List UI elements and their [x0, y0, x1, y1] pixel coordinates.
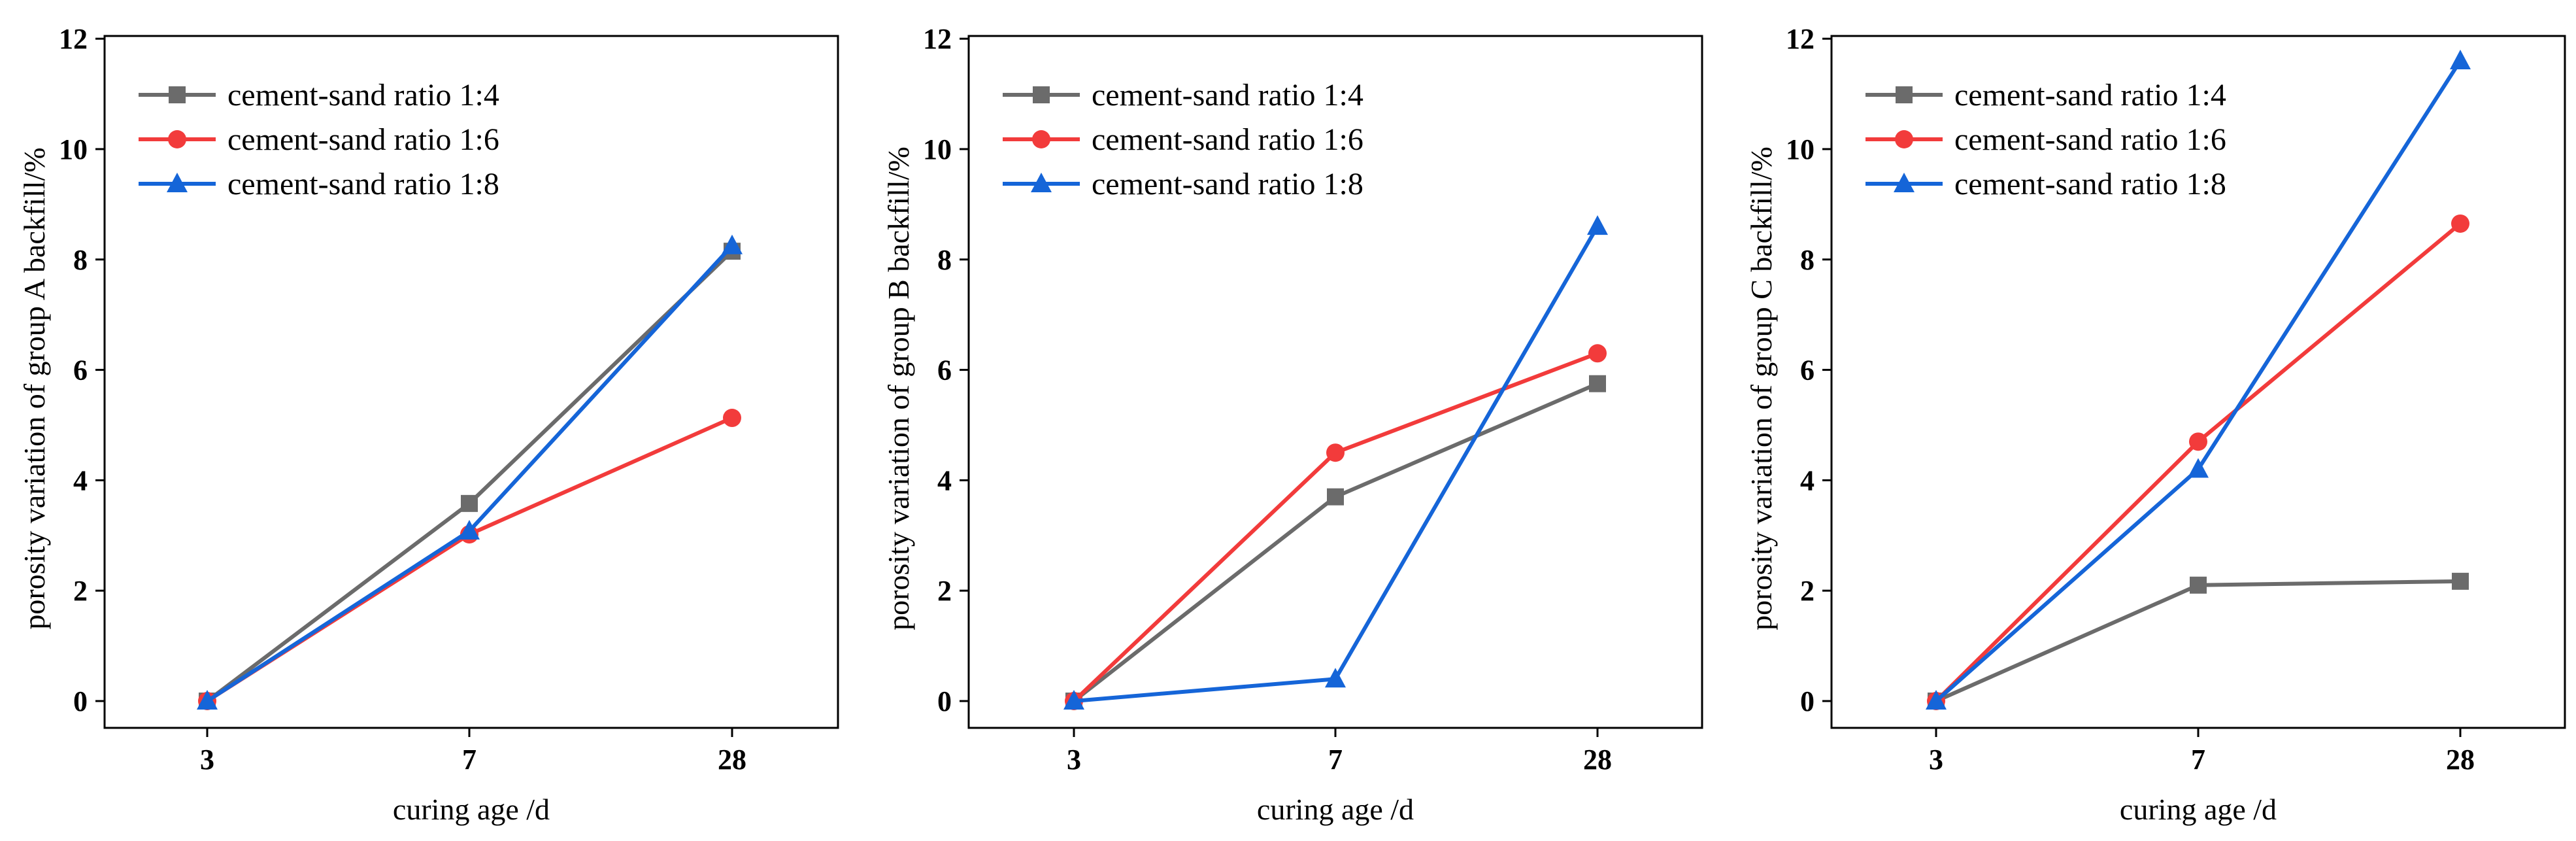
x-tick-label: 7	[1328, 744, 1343, 776]
x-tick-label: 7	[462, 744, 477, 776]
legend-label: cement-sand ratio 1:8	[1092, 167, 1363, 201]
data-point	[1589, 375, 1606, 392]
data-point	[1588, 344, 1607, 363]
y-tick-label: 0	[1800, 685, 1815, 717]
plot-frame	[103, 35, 839, 729]
legend-marker	[1896, 86, 1913, 103]
x-tick-label: 28	[718, 744, 746, 776]
x-tick-label: 3	[200, 744, 214, 776]
y-axis-title: porosity variation of group A backfill/%	[18, 147, 51, 629]
chart-panel-3: 0 2 4 6 8 10 12 3 7 28 curing age /d porosity varia…	[1745, 23, 2566, 826]
series-line-3	[1073, 225, 1599, 703]
y-tick-label: 4	[1800, 464, 1815, 496]
y-tick-label: 8	[1800, 244, 1815, 276]
y-tick-label: 8	[937, 244, 952, 276]
data-point	[1063, 690, 1084, 710]
legend-marker	[168, 130, 186, 148]
data-point	[2451, 214, 2469, 233]
legend-label: cement-sand ratio 1:6	[1092, 122, 1363, 157]
legend: cement-sand ratio 1:4 cement-sand ratio 1…	[1003, 78, 1363, 201]
data-point	[722, 234, 743, 254]
x-axis-title: curing age /d	[393, 793, 550, 826]
y-tick-label: 2	[937, 575, 952, 607]
chart-panel-2: 0 2 4 6 8 10 12 3 7 28 curing age /d porosity varia…	[882, 23, 1703, 826]
data-point	[1926, 690, 1947, 710]
legend-marker	[1894, 173, 1915, 192]
legend-label: cement-sand ratio 1:4	[227, 78, 499, 112]
x-tick-label: 28	[2446, 744, 2475, 776]
y-axis-title: porosity variation of group C backfill/%	[1745, 146, 1778, 630]
y-tick-label: 6	[73, 354, 88, 386]
data-point	[461, 494, 478, 512]
data-point	[1327, 488, 1344, 506]
x-tick-label: 7	[2191, 744, 2205, 776]
legend-label: cement-sand ratio 1:8	[1954, 167, 2226, 201]
legend-label: cement-sand ratio 1:8	[227, 167, 499, 201]
y-tick-label: 10	[923, 133, 952, 165]
data-point	[2188, 458, 2209, 478]
series-line-1	[1073, 381, 1599, 703]
data-point	[2452, 572, 2469, 590]
y-tick-label: 2	[73, 575, 88, 607]
series-line-1	[206, 249, 734, 703]
x-tick-label: 28	[1583, 744, 1612, 776]
legend: cement-sand ratio 1:4 cement-sand ratio 1…	[139, 78, 499, 201]
y-tick-label: 4	[937, 464, 952, 496]
legend-label: cement-sand ratio 1:4	[1954, 78, 2226, 112]
y-tick-label: 0	[937, 685, 952, 717]
data-point	[2190, 576, 2207, 594]
x-tick-label: 3	[1067, 744, 1081, 776]
series-line-3	[206, 244, 734, 703]
legend-label: cement-sand ratio 1:6	[1954, 122, 2226, 157]
x-tick-label: 3	[1929, 744, 1943, 776]
data-point	[1326, 443, 1345, 462]
chart-panel-1: 0 2 4 6 8 10 12 3 7 28 curing age /d porosity varia…	[18, 23, 839, 826]
y-tick-label: 10	[59, 133, 88, 165]
y-tick-label: 12	[1786, 23, 1815, 55]
y-tick-label: 10	[1786, 133, 1815, 165]
legend-marker	[1033, 86, 1050, 103]
legend-marker	[167, 173, 188, 192]
y-tick-label: 2	[1800, 575, 1815, 607]
legend-marker	[1895, 130, 1913, 148]
data-point	[1325, 668, 1346, 688]
legend-marker	[169, 86, 186, 103]
legend: cement-sand ratio 1:4 cement-sand ratio 1…	[1865, 78, 2226, 201]
legend-marker	[1031, 173, 1052, 192]
series-line-1	[1935, 579, 2461, 703]
series-line-2	[206, 416, 733, 703]
legend-marker	[1032, 130, 1050, 148]
data-point	[2450, 49, 2471, 69]
data-point	[459, 520, 480, 540]
y-tick-label: 12	[59, 23, 88, 55]
legend-label: cement-sand ratio 1:6	[227, 122, 499, 157]
x-axis-title: curing age /d	[1257, 793, 1414, 826]
y-tick-label: 6	[937, 354, 952, 386]
data-point	[1587, 215, 1608, 235]
y-tick-label: 6	[1800, 354, 1815, 386]
y-tick-label: 0	[73, 685, 88, 717]
y-tick-label: 12	[923, 23, 952, 55]
legend-label: cement-sand ratio 1:4	[1092, 78, 1363, 112]
data-point	[723, 409, 741, 428]
x-axis-title: curing age /d	[2120, 793, 2277, 826]
y-tick-label: 4	[73, 464, 88, 496]
y-axis-title: porosity variation of group B backfill/%	[882, 146, 915, 630]
data-point	[2189, 432, 2207, 451]
series-line-2	[1072, 351, 1599, 703]
data-point	[197, 690, 218, 710]
y-tick-label: 8	[73, 244, 88, 276]
